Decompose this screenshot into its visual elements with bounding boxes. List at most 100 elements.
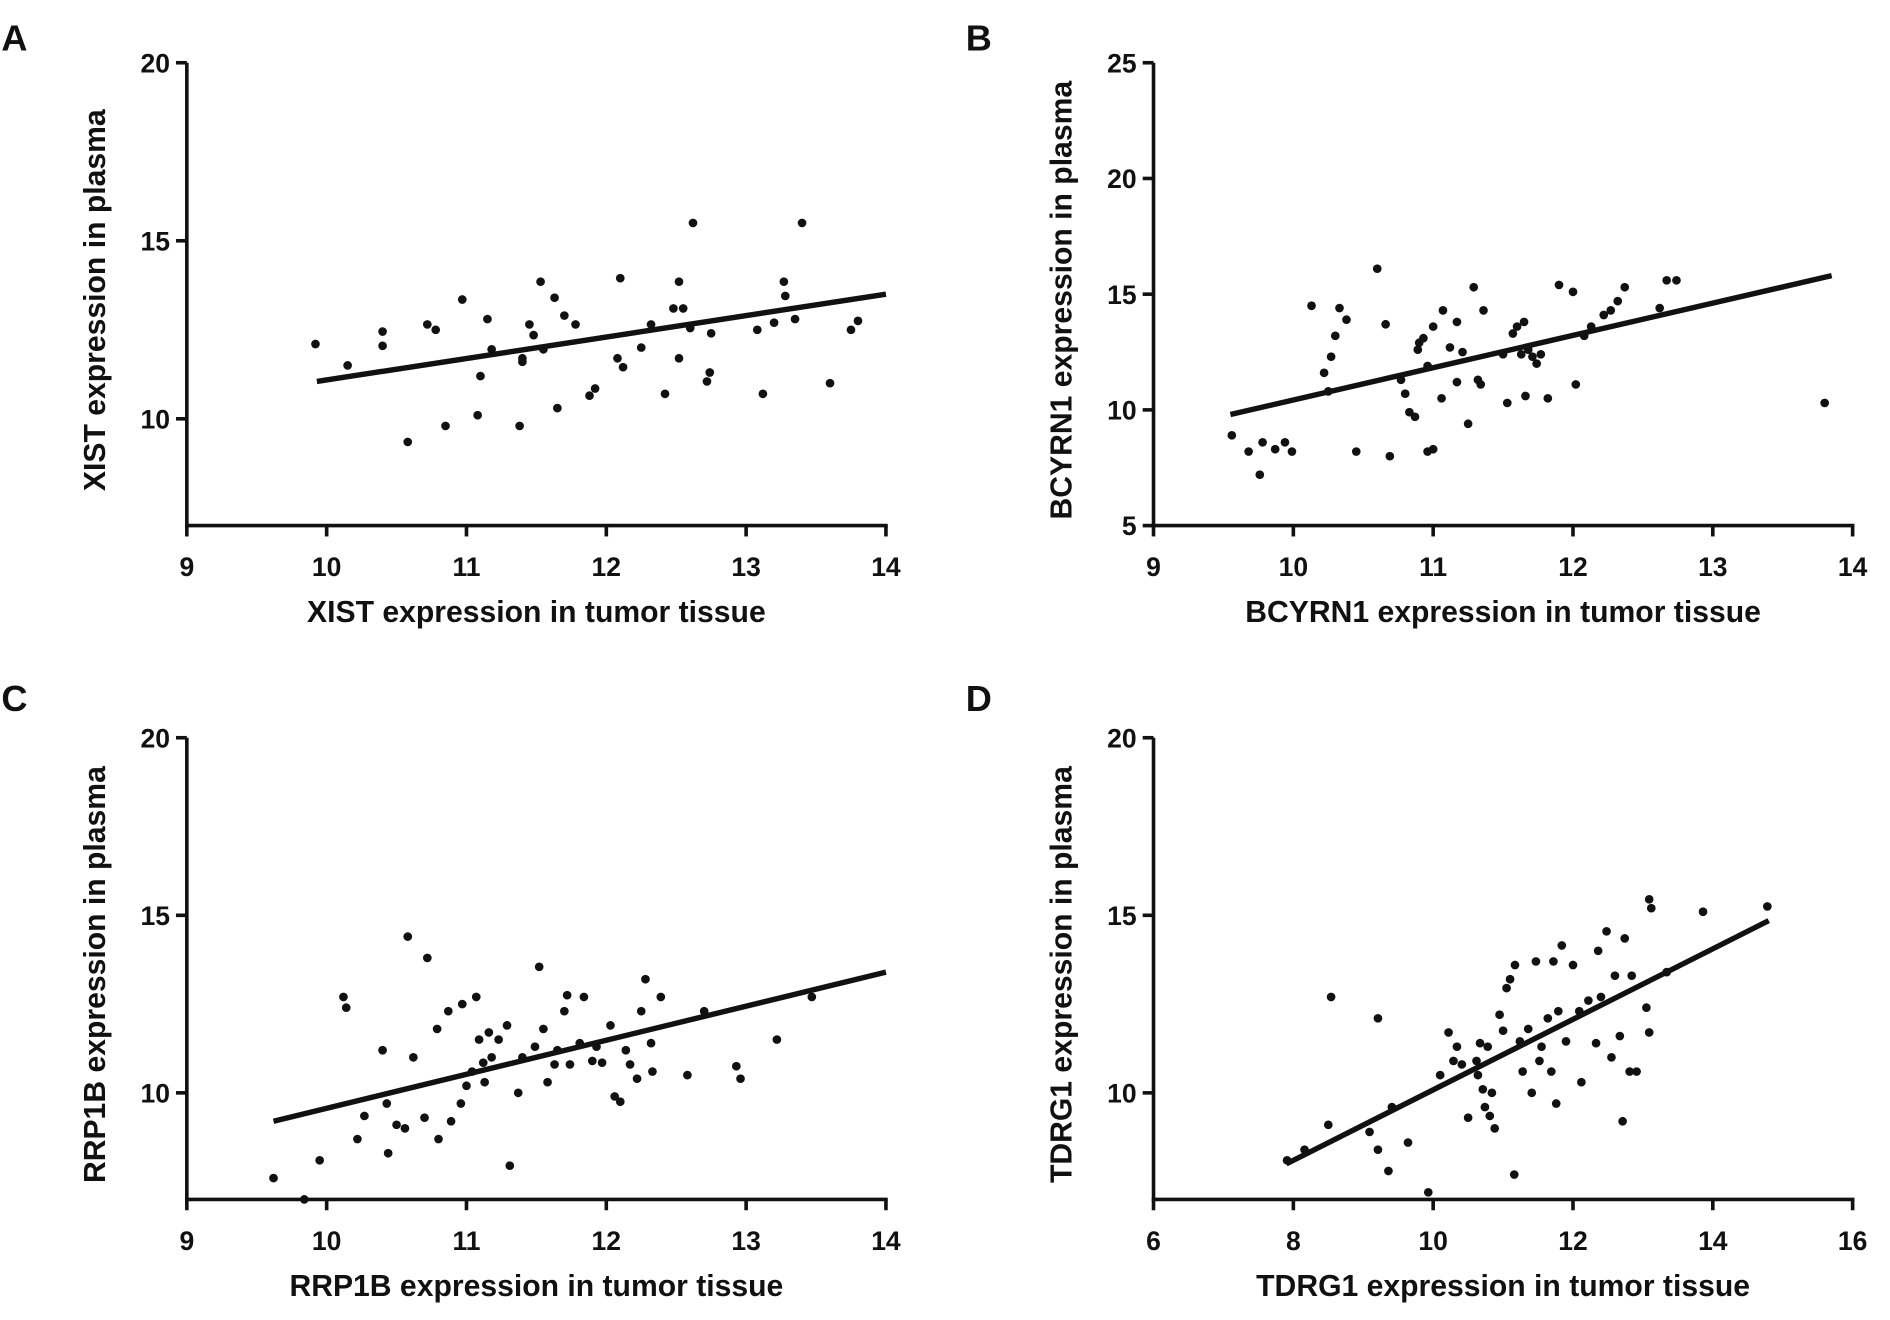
data-point: [1554, 280, 1564, 290]
data-point: [1458, 347, 1467, 357]
data-point: [1330, 331, 1340, 341]
x-tick-label: 10: [1418, 1226, 1447, 1256]
data-point: [1452, 1042, 1462, 1052]
data-point: [1428, 444, 1438, 454]
data-point: [1535, 1056, 1544, 1066]
data-point: [431, 325, 441, 335]
data-point: [502, 1021, 512, 1030]
data-point: [473, 410, 482, 420]
data-point: [1463, 419, 1473, 429]
data-point: [518, 353, 527, 363]
data-point: [1627, 971, 1637, 981]
panel-a: A 10 15 20 9 10 11 12 13 14 XIST expression in tum…: [1, 18, 901, 629]
data-point: [1568, 960, 1578, 970]
data-point: [853, 316, 863, 326]
data-point: [702, 377, 712, 386]
data-point: [636, 1006, 646, 1016]
x-tick-label: 16: [1838, 1226, 1867, 1256]
x-tick-label: 14: [871, 1226, 901, 1256]
data-point: [807, 992, 817, 1002]
data-point: [769, 318, 779, 327]
x-tick-label: 12: [592, 1226, 621, 1256]
data-point: [478, 1058, 488, 1068]
data-point: [1505, 974, 1515, 984]
regression-line: [1229, 273, 1833, 418]
data-point: [1606, 306, 1616, 315]
data-point: [585, 391, 594, 400]
x-tick-label: 13: [731, 552, 760, 582]
data-point: [1287, 447, 1297, 456]
x-tick-label: 11: [452, 1226, 480, 1256]
regression-line: [1285, 918, 1770, 1167]
data-point: [378, 1045, 387, 1055]
x-tick-label: 14: [1838, 552, 1868, 582]
data-point: [1561, 1037, 1571, 1046]
data-point: [1610, 971, 1620, 981]
data-point: [1607, 1053, 1616, 1062]
y-tick-label: 15: [1107, 901, 1136, 931]
panel-letter: A: [1, 18, 27, 59]
data-point: [674, 353, 684, 363]
y-tick-label: 10: [1107, 396, 1136, 426]
data-point: [443, 1006, 453, 1016]
data-point: [1435, 1070, 1445, 1080]
data-point: [846, 325, 856, 335]
data-point: [525, 320, 534, 329]
data-point: [534, 962, 544, 972]
data-point: [476, 371, 485, 381]
y-tick-label: 20: [1107, 723, 1136, 753]
data-point: [648, 1067, 657, 1076]
data-point: [1502, 398, 1512, 408]
data-point: [530, 1042, 540, 1052]
data-point: [560, 1006, 569, 1016]
data-point: [1463, 1113, 1473, 1123]
x-tick-label: 12: [1558, 552, 1587, 582]
data-point: [706, 328, 716, 338]
data-point: [1498, 1026, 1508, 1036]
data-point: [529, 330, 538, 340]
data-point: [669, 304, 678, 313]
data-point: [1373, 1013, 1383, 1023]
data-point: [597, 1058, 607, 1068]
data-point: [269, 1173, 278, 1183]
data-point: [457, 999, 467, 1009]
data-point: [1438, 306, 1448, 315]
data-point: [505, 1161, 515, 1171]
data-point: [632, 1074, 642, 1083]
panel-letter: B: [966, 18, 992, 59]
data-point: [1599, 310, 1609, 320]
data-point: [1485, 1111, 1495, 1121]
data-point: [674, 277, 684, 287]
data-point: [1372, 264, 1382, 274]
data-point: [1557, 941, 1567, 950]
data-point: [1523, 1024, 1533, 1034]
data-point: [487, 1053, 496, 1062]
data-point: [1551, 1099, 1561, 1108]
data-point: [1519, 317, 1529, 327]
data-point: [1615, 1031, 1625, 1041]
panel-letter: D: [966, 678, 992, 719]
x-tick-label: 14: [871, 552, 901, 582]
data-point: [1516, 350, 1526, 359]
regression-line: [316, 291, 887, 385]
data-point: [1698, 907, 1708, 917]
data-point: [1423, 1187, 1433, 1197]
data-point: [825, 378, 835, 388]
x-tick-label: 10: [1279, 552, 1308, 582]
data-point: [1518, 1067, 1527, 1076]
data-point: [1820, 398, 1830, 408]
data-point: [1373, 1145, 1383, 1155]
x-tick-label: 9: [179, 552, 194, 582]
data-point: [1445, 343, 1455, 352]
data-point: [678, 304, 688, 313]
data-point: [403, 437, 413, 447]
data-point: [1473, 1070, 1483, 1080]
data-point: [1662, 275, 1672, 285]
data-point: [1536, 350, 1546, 359]
data-point: [705, 368, 715, 377]
data-point: [299, 1195, 309, 1204]
x-tick-label: 12: [592, 552, 621, 582]
x-tick-label: 13: [731, 1226, 760, 1256]
